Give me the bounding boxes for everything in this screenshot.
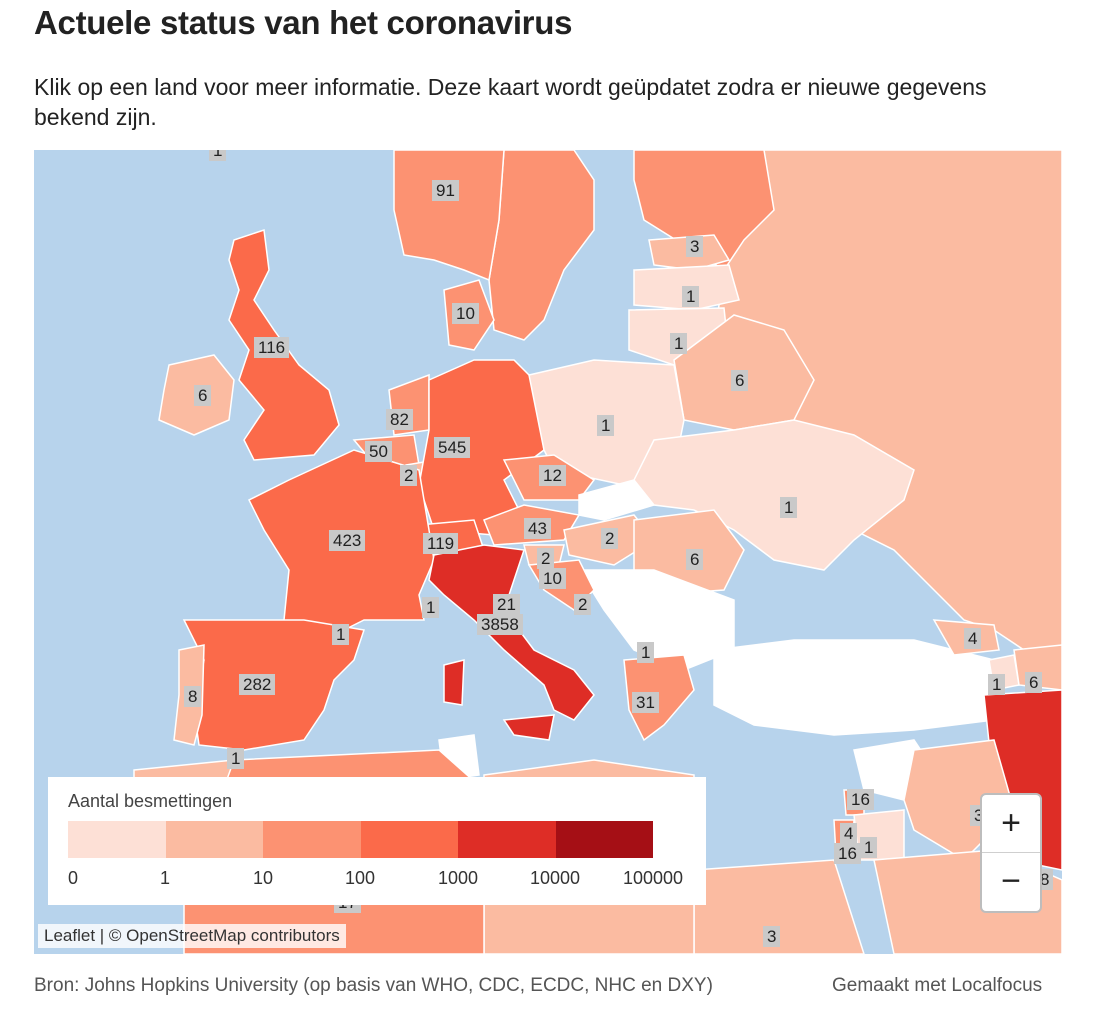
attribution-separator: | ©	[95, 926, 127, 945]
map-label-luxembourg[interactable]: 2	[400, 465, 418, 486]
map-label-lebanon[interactable]: 16	[847, 789, 874, 810]
map-attribution: Leaflet | © OpenStreetMap contributors	[38, 924, 346, 948]
legend-title: Aantal besmettingen	[68, 791, 233, 811]
map-label-jordan[interactable]: 1	[860, 837, 878, 858]
map-label-ukraine[interactable]: 1	[780, 497, 798, 518]
island-sicily[interactable]	[502, 714, 555, 741]
page-subtitle: Klik op een land voor meer informatie. D…	[34, 74, 987, 130]
map-label-france[interactable]: 423	[329, 530, 366, 551]
map-label-slovenia[interactable]: 2	[537, 548, 555, 569]
legend-tick: 10000	[529, 868, 581, 888]
legend-tick: 0	[68, 868, 79, 888]
map-label-monaco[interactable]: 1	[422, 597, 440, 618]
country-ukraine[interactable]	[633, 419, 915, 571]
map-label-uk[interactable]: 116	[254, 337, 290, 358]
legend-tick: 100000	[622, 868, 684, 888]
country-sweden[interactable]	[488, 150, 595, 341]
country-slovakia[interactable]	[578, 479, 656, 521]
map-label-egypt[interactable]: 3	[763, 926, 781, 947]
map-label-netherlands[interactable]: 82	[386, 409, 413, 430]
map-label-greece[interactable]: 31	[632, 692, 659, 713]
map-label-italy[interactable]: 3858	[477, 614, 523, 635]
legend-bin-1-10	[165, 821, 263, 858]
legend-tick: 10	[252, 868, 274, 888]
zoom-in-button[interactable]: +	[982, 795, 1040, 853]
map-label-spain[interactable]: 282	[239, 674, 276, 695]
zoom-out-button[interactable]: −	[1001, 862, 1021, 900]
legend-tick: 100	[344, 868, 376, 888]
map-label-north-macedonia[interactable]: 1	[637, 642, 655, 663]
country-balkans[interactable]	[577, 569, 735, 671]
map-label-azerbaijan[interactable]: 6	[1025, 672, 1043, 693]
map-label-czechia[interactable]: 12	[539, 465, 566, 486]
map-label-israel[interactable]: 16	[834, 843, 861, 864]
legend: Aantal besmettingen 0 1 10 100 1000 1000…	[48, 777, 706, 905]
map-container[interactable]: 91 3 1 1 10 116 6 6 82 545 1 50 2 12 1 4…	[34, 150, 1062, 954]
made-with-link[interactable]: Gemaakt met Localfocus	[832, 975, 1043, 996]
map-label-switzerland[interactable]: 119	[423, 533, 459, 554]
map-label-denmark[interactable]: 10	[452, 303, 479, 324]
page-title: Actuele status van het coronavirus	[34, 4, 573, 41]
map-label-armenia[interactable]: 1	[988, 674, 1006, 695]
map-label-romania[interactable]: 6	[686, 549, 704, 570]
country-norway[interactable]	[393, 150, 505, 282]
country-greece[interactable]	[623, 654, 695, 742]
map-label-san-marino[interactable]: 21	[493, 594, 520, 615]
legend-bin-1000-10000	[458, 821, 556, 858]
map-label-portugal[interactable]: 8	[184, 686, 202, 707]
map-label-gibraltar[interactable]: 1	[227, 748, 245, 769]
legend-bin-100-1000	[360, 821, 458, 858]
country-turkey[interactable]	[713, 639, 995, 736]
map-label-estonia[interactable]: 3	[686, 236, 704, 257]
island-sardinia[interactable]	[443, 659, 465, 706]
map-label-norway[interactable]: 91	[432, 180, 459, 201]
map-label-georgia[interactable]: 4	[964, 628, 982, 649]
map-label-latvia[interactable]: 1	[682, 286, 700, 307]
map-label-croatia[interactable]: 10	[539, 568, 566, 589]
legend-tick: 1000	[437, 868, 479, 888]
map-label-ireland[interactable]: 6	[194, 385, 212, 406]
legend-color-scale	[68, 821, 653, 858]
osm-link[interactable]: OpenStreetMap contributors	[126, 926, 340, 945]
map-label-palestine[interactable]: 4	[840, 823, 858, 844]
zoom-control: + −	[980, 793, 1042, 913]
map-label-andorra[interactable]: 1	[332, 624, 350, 645]
map-label-iceland[interactable]: 1	[209, 150, 227, 161]
legend-bin-10-100	[263, 821, 361, 858]
map-label-belgium[interactable]: 50	[365, 441, 392, 462]
source-note: Bron: Johns Hopkins University (op basis…	[34, 975, 713, 996]
map-label-lithuania[interactable]: 1	[670, 333, 688, 354]
legend-tick: 1	[159, 868, 171, 888]
leaflet-link[interactable]: Leaflet	[44, 926, 96, 945]
map-label-austria[interactable]: 43	[524, 518, 551, 539]
legend-bin-10000-100000	[555, 821, 653, 858]
map-label-hungary[interactable]: 2	[601, 528, 619, 549]
map-label-germany[interactable]: 545	[434, 437, 471, 458]
map-label-belarus[interactable]: 6	[731, 370, 749, 391]
map-label-bosnia[interactable]: 2	[574, 594, 592, 615]
legend-bin-0-1	[68, 821, 166, 858]
map-label-poland[interactable]: 1	[597, 415, 615, 436]
